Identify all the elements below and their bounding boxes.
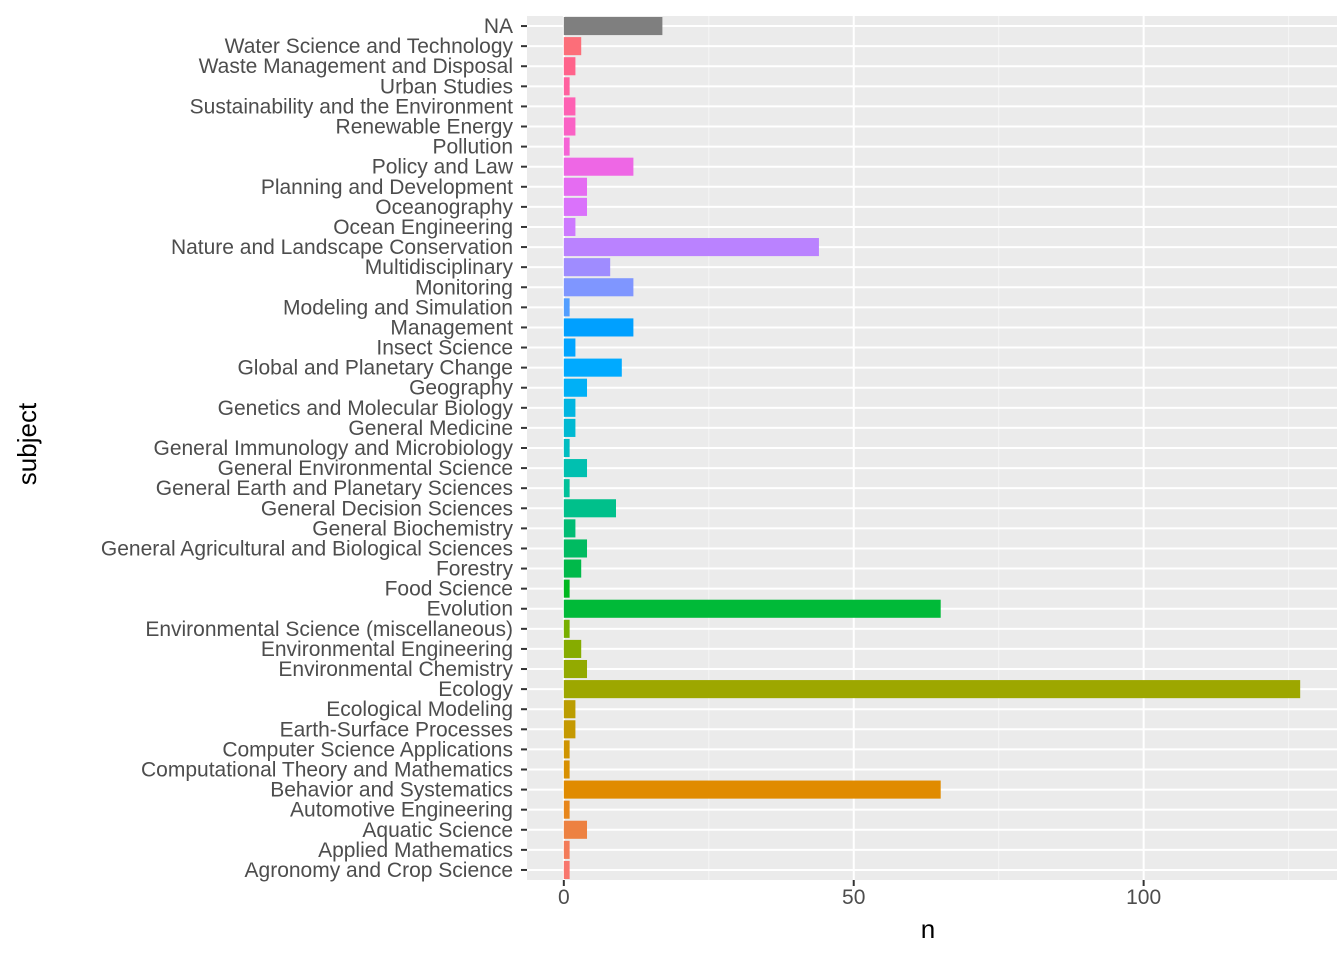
bar	[563, 438, 570, 458]
bar	[563, 519, 576, 538]
bar	[563, 579, 570, 598]
bar	[563, 217, 576, 237]
y-tick-label: Environmental Chemistry	[278, 658, 513, 681]
y-tick-label: Agronomy and Crop Science	[245, 859, 513, 882]
bar	[563, 17, 663, 36]
y-tick-label: Multidisciplinary	[365, 256, 514, 279]
y-tick-label: Oceanography	[375, 196, 513, 219]
bar	[563, 860, 570, 879]
y-tick-label: NA	[484, 15, 513, 38]
bar	[563, 418, 576, 437]
y-tick-label: Urban Studies	[380, 75, 513, 98]
bar	[563, 97, 576, 116]
bar	[563, 278, 634, 297]
bar	[563, 298, 570, 317]
y-tick-label: Waste Management and Disposal	[199, 55, 513, 78]
x-axis: 0 50 100	[558, 880, 1161, 909]
y-tick-label: General Agricultural and Biological Scie…	[101, 537, 513, 560]
bar	[563, 820, 588, 839]
bar	[563, 539, 588, 558]
bar	[563, 619, 570, 638]
y-tick-label: Planning and Development	[261, 176, 513, 199]
bar	[563, 659, 588, 679]
x-tick-label: 50	[842, 886, 865, 909]
y-tick-label: Environmental Engineering	[261, 638, 513, 661]
y-tick-label: Environmental Science (miscellaneous)	[145, 618, 513, 641]
y-tick-label: Pollution	[432, 136, 513, 159]
y-tick-label: Ecological Modeling	[326, 698, 513, 721]
x-axis-title: n	[921, 914, 935, 944]
y-tick-label: General Earth and Planetary Sciences	[156, 477, 513, 500]
y-tick-label: General Biochemistry	[312, 517, 513, 540]
bar	[563, 57, 576, 76]
bar	[563, 117, 576, 136]
y-axis-title: subject	[12, 402, 42, 485]
y-tick-label: General Decision Sciences	[261, 497, 513, 520]
y-tick-label: Monitoring	[415, 276, 513, 299]
y-tick-label: Sustainability and the Environment	[190, 95, 514, 118]
y-tick-label: Modeling and Simulation	[283, 296, 513, 319]
bar	[563, 378, 588, 397]
y-tick-label: Automotive Engineering	[290, 799, 513, 822]
bar	[563, 157, 634, 176]
x-tick-label: 100	[1126, 886, 1161, 909]
bar	[563, 197, 588, 216]
y-tick-label: Policy and Law	[372, 156, 514, 179]
bar	[563, 639, 582, 658]
y-tick-label: Geography	[409, 377, 513, 400]
bars	[563, 17, 1301, 879]
y-tick-label: Nature and Landscape Conservation	[171, 236, 513, 259]
bar	[563, 177, 588, 196]
y-tick-label: Food Science	[385, 578, 513, 601]
bar	[563, 740, 570, 759]
bar	[563, 37, 582, 56]
bar	[563, 479, 570, 498]
y-tick-label: Water Science and Technology	[225, 35, 514, 58]
bar	[563, 77, 570, 96]
y-tick-label: Global and Planetary Change	[237, 357, 513, 380]
bar	[563, 258, 611, 277]
y-tick-label: Earth-Surface Processes	[280, 718, 513, 741]
bar	[563, 700, 576, 719]
y-tick-label: Evolution	[427, 598, 513, 621]
y-tick-label: General Medicine	[348, 417, 513, 440]
y-tick-label: Computer Science Applications	[222, 738, 513, 761]
y-tick-label: Renewable Energy	[336, 116, 514, 139]
bar	[563, 599, 941, 618]
bar	[563, 398, 576, 417]
y-tick-label: Behavior and Systematics	[270, 779, 513, 802]
y-tick-label: Forestry	[436, 558, 514, 581]
y-tick-label: Computational Theory and Mathematics	[141, 758, 513, 781]
y-tick-label: Aquatic Science	[362, 819, 513, 842]
bar	[563, 499, 617, 518]
bar	[563, 840, 570, 859]
y-tick-label: Ocean Engineering	[333, 216, 513, 239]
y-tick-label: Insect Science	[376, 337, 513, 360]
y-tick-label: General Immunology and Microbiology	[153, 437, 513, 460]
grid-lines	[527, 16, 1337, 880]
x-tick-label: 0	[558, 886, 570, 909]
bar	[563, 680, 1301, 699]
bar	[563, 800, 570, 819]
bar	[563, 720, 576, 739]
bar	[563, 338, 576, 357]
bar	[563, 459, 588, 478]
y-tick-label: Applied Mathematics	[318, 839, 513, 862]
bar	[563, 238, 819, 257]
bar	[563, 559, 582, 578]
bar	[563, 780, 941, 799]
y-tick-label: Management	[390, 316, 513, 339]
y-tick-label: Genetics and Molecular Biology	[218, 397, 514, 420]
y-tick-label: General Environmental Science	[218, 457, 513, 480]
bar	[563, 318, 634, 337]
bar	[563, 358, 622, 377]
y-tick-label: Ecology	[438, 678, 513, 701]
bar	[563, 137, 570, 156]
bar	[563, 760, 570, 779]
